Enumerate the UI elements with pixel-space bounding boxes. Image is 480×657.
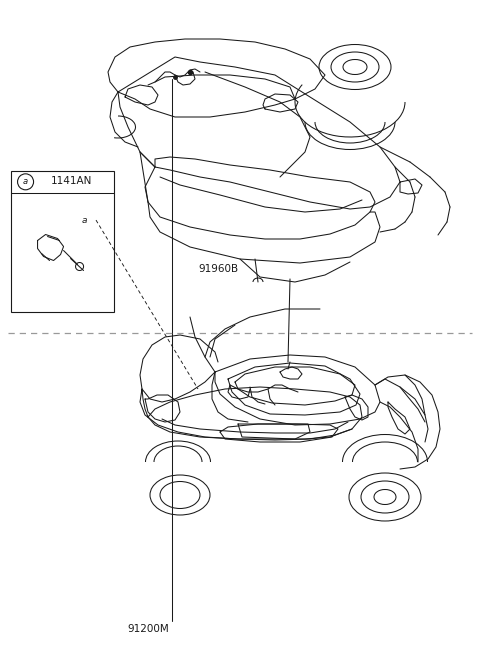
Circle shape <box>18 174 34 190</box>
Text: a: a <box>23 177 28 187</box>
Text: a: a <box>81 215 87 225</box>
Text: 91960B: 91960B <box>198 264 239 274</box>
Bar <box>11 171 114 312</box>
Text: 1141AN: 1141AN <box>50 176 92 186</box>
Circle shape <box>73 209 95 231</box>
Text: 91200M: 91200M <box>127 624 169 635</box>
